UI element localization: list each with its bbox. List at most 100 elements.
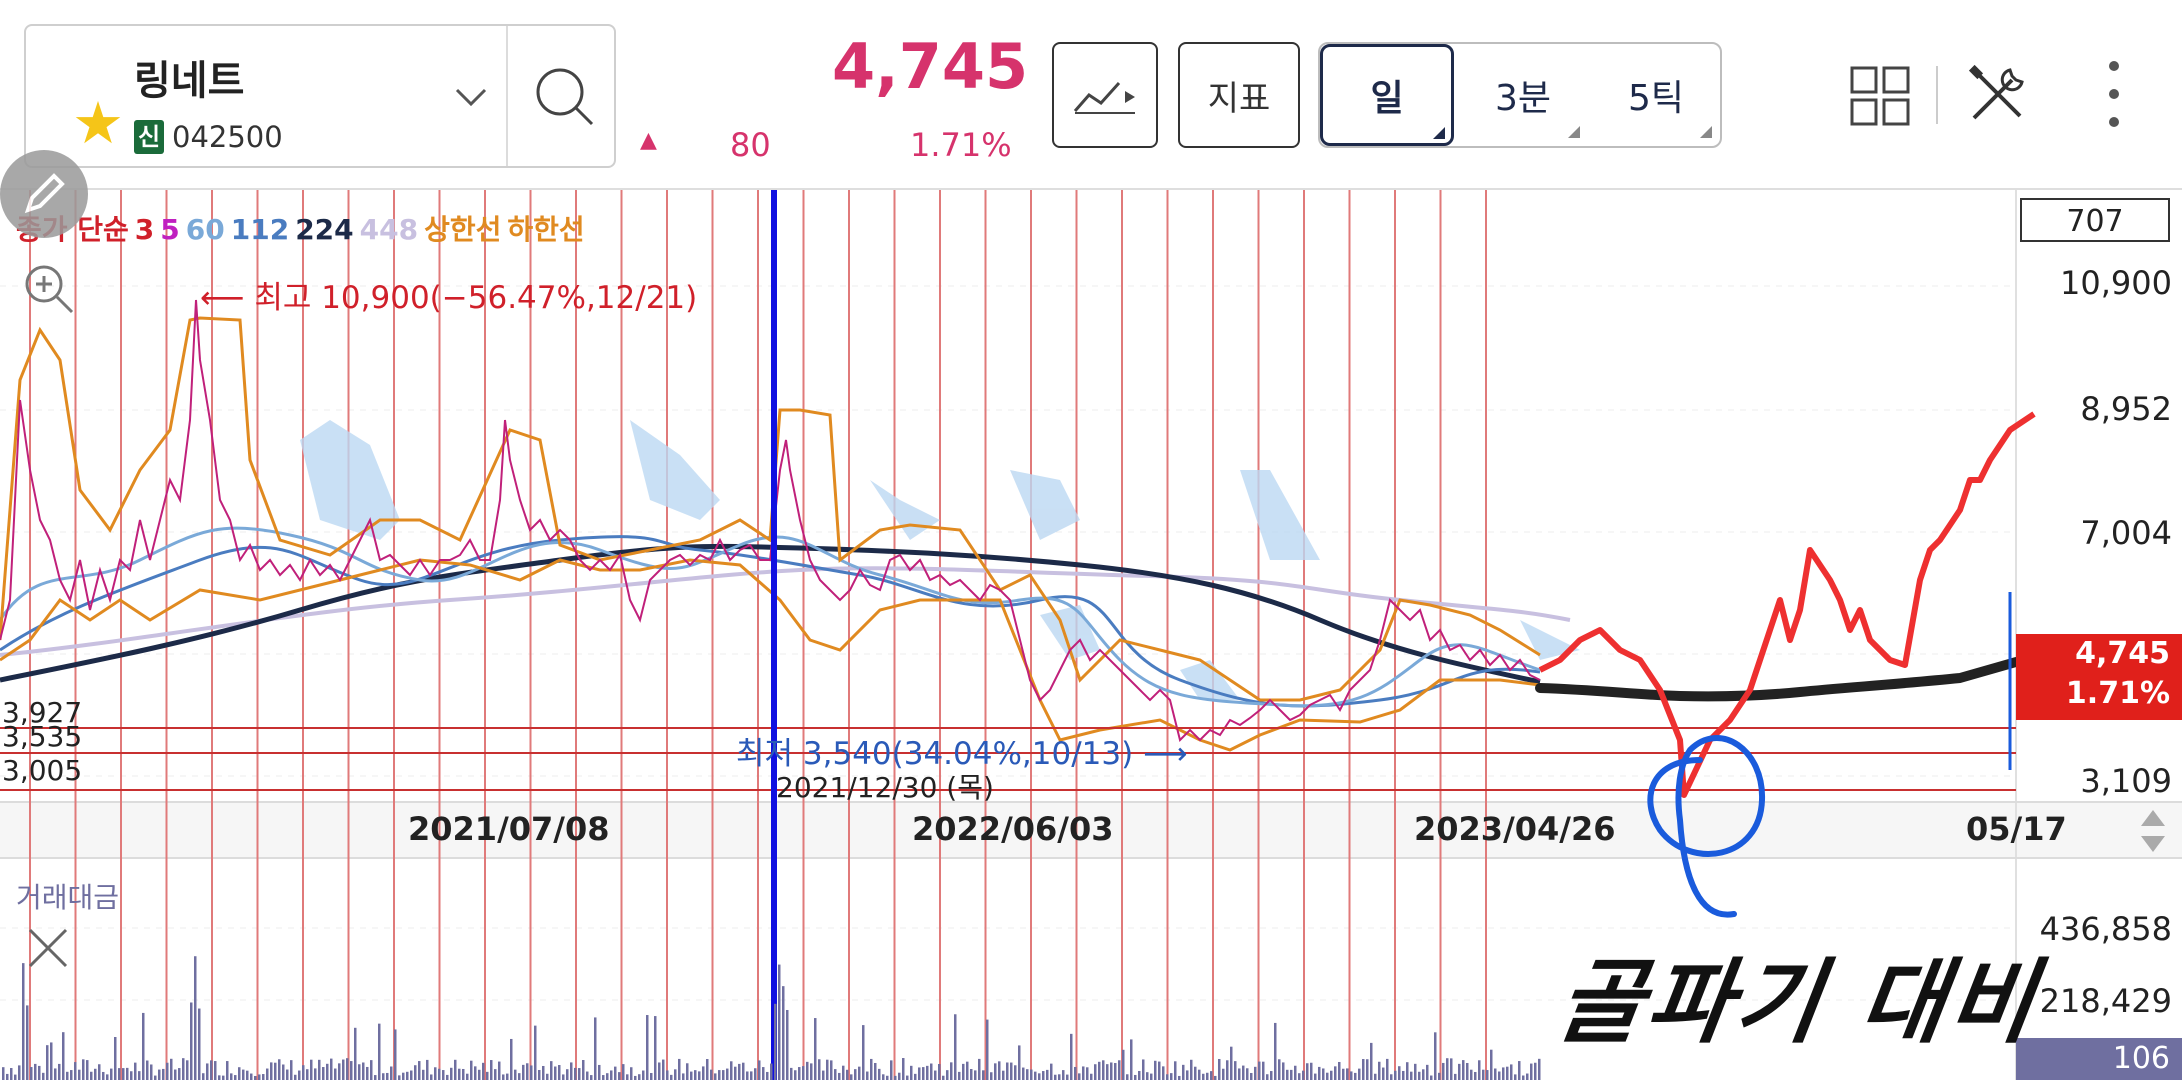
volume-bar (1482, 1069, 1485, 1080)
volume-bar (870, 1058, 873, 1080)
volume-bar (446, 1074, 449, 1080)
volume-bar (322, 1067, 325, 1080)
volume-bar (34, 1063, 37, 1080)
market-badge: 신 (134, 120, 164, 154)
dropdown-corner-icon (1568, 126, 1580, 138)
price-chart[interactable] (0, 190, 2182, 1080)
volume-bar (938, 1064, 941, 1080)
volume-bar (1442, 1062, 1445, 1080)
more-vertical-icon[interactable] (2104, 60, 2124, 130)
volume-bar (406, 1071, 409, 1080)
volume-bar (1102, 1060, 1105, 1080)
volume-bar (1458, 1063, 1461, 1080)
y-label-3109: 3,109 (2080, 762, 2172, 800)
volume-bar (1322, 1068, 1325, 1080)
x-label-3: 05/17 (1966, 810, 2067, 848)
high-annotation: ⟵ 최고 10,900(−56.47%,12/21) (200, 272, 697, 317)
dropdown-corner-icon (1433, 127, 1445, 139)
volume-bar (610, 1070, 613, 1080)
volume-bar (50, 1042, 53, 1080)
volume-bar (410, 1070, 413, 1080)
volume-bar (934, 1070, 937, 1080)
favorite-star-icon[interactable]: ★ (72, 89, 124, 157)
volume-bar (606, 1073, 609, 1080)
volume-bar (1242, 1065, 1245, 1080)
volume-bar (118, 1068, 121, 1080)
volume-bar (1378, 1061, 1381, 1080)
volume-bar (682, 1073, 685, 1080)
volume-bar (982, 1070, 985, 1080)
volume-bar (238, 1067, 241, 1080)
volume-bar (862, 1025, 865, 1080)
volume-bar (1098, 1061, 1101, 1080)
volume-bar (1354, 1072, 1357, 1080)
volume-bar (1030, 1069, 1033, 1080)
volume-bar (1502, 1067, 1505, 1080)
chart-legend[interactable]: 종가 단순 3 5 60 112 224 448 상한선 하한선 (16, 208, 591, 248)
scroll-arrows-icon[interactable] (2138, 806, 2168, 856)
volume-bar (1006, 1062, 1009, 1080)
volume-bar (806, 1061, 809, 1080)
volume-bar (522, 1064, 525, 1080)
volume-bar (994, 1063, 997, 1080)
volume-bar (122, 1068, 125, 1080)
indicator-button[interactable]: 지표 (1178, 42, 1300, 148)
volume-bar (1470, 1069, 1473, 1080)
volume-bar (658, 1062, 661, 1080)
zoom-in-icon[interactable] (22, 262, 76, 316)
volume-bar (234, 1075, 237, 1080)
volume-bar (1406, 1062, 1409, 1080)
volume-bar (186, 1060, 189, 1080)
volume-bar (266, 1068, 269, 1080)
close-icon[interactable] (26, 926, 70, 970)
volume-bar (78, 1069, 81, 1080)
volume-bar (1162, 1066, 1165, 1080)
chart-type-button[interactable] (1052, 42, 1158, 148)
volume-bar (134, 1062, 137, 1080)
volume-bar (1106, 1064, 1109, 1080)
draw-tool-button[interactable] (0, 150, 88, 238)
volume-bar (1462, 1060, 1465, 1080)
volume-bar (250, 1073, 253, 1080)
volume-bar (362, 1062, 365, 1080)
volume-bar (818, 1059, 821, 1080)
period-day[interactable]: 일 (1320, 44, 1454, 146)
tools-icon[interactable] (1966, 64, 2028, 126)
volume-bar (154, 1075, 157, 1080)
volume-bar (458, 1068, 461, 1080)
volume-bar (1010, 1062, 1013, 1080)
volume-bar (558, 1065, 561, 1080)
volume-bar (338, 1063, 341, 1080)
volume-bar (434, 1067, 437, 1080)
volume-bar (86, 1060, 89, 1080)
volume-bar (1318, 1066, 1321, 1080)
volume-bar (814, 1018, 817, 1080)
low-annotation-text: 최저 3,540(34.04%,10/13) (736, 736, 1134, 772)
volume-bar (722, 1070, 725, 1080)
period-5tick[interactable]: 5틱 (1590, 44, 1722, 146)
volume-bar (854, 1069, 857, 1080)
volume-bar (18, 1065, 21, 1080)
chevron-down-icon[interactable] (454, 86, 488, 108)
volume-bar (1050, 1063, 1053, 1080)
volume-bar (782, 986, 785, 1080)
pencil-icon (24, 173, 65, 214)
volume-bar (922, 1067, 925, 1080)
stock-selector[interactable]: ★ 링네트 신 042500 (24, 24, 616, 168)
volume-bar (718, 1070, 721, 1080)
volume-bar (302, 1065, 305, 1080)
search-icon[interactable] (534, 66, 596, 128)
volume-bar (878, 1068, 881, 1080)
x-label-1: 2022/06/03 (912, 810, 1114, 848)
volume-bar (1498, 1071, 1501, 1080)
volume-bar (346, 1058, 349, 1080)
volume-bar (326, 1063, 329, 1080)
volume-bar (298, 1070, 301, 1080)
layout-grid-icon[interactable] (1850, 66, 1910, 126)
period-day-label: 일 (1370, 78, 1404, 119)
volume-bar (414, 1065, 417, 1080)
x-label-0: 2021/07/08 (408, 810, 610, 848)
period-3min[interactable]: 3분 (1456, 44, 1590, 146)
volume-bar (514, 1069, 517, 1080)
volume-bar (1274, 1022, 1277, 1080)
